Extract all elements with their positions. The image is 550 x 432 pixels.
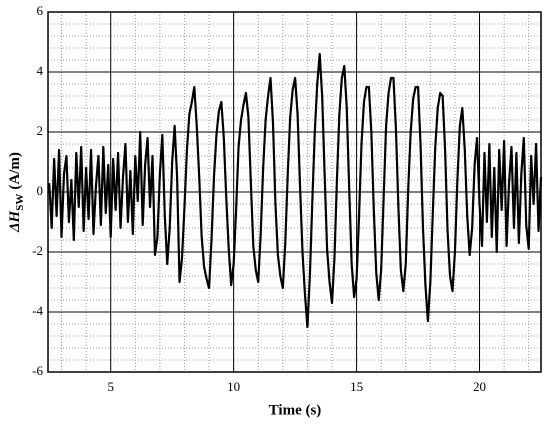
x-tick-label: 10	[227, 379, 240, 394]
x-axis-label: Time (s)	[269, 402, 322, 418]
y-axis-label: ΔHSW (A/m)	[7, 152, 25, 233]
y-label-unit: (A/m)	[7, 152, 23, 190]
y-tick-label: 4	[37, 63, 44, 78]
x-tick-label: 20	[473, 379, 486, 394]
y-label-main: ΔH	[7, 209, 23, 232]
y-label-sub: SW	[14, 194, 26, 211]
y-tick-label: -2	[32, 243, 43, 258]
x-tick-label: 15	[350, 379, 363, 394]
plot-frame	[47, 11, 542, 373]
x-tick-label: 5	[107, 379, 114, 394]
y-tick-label: 2	[37, 123, 44, 138]
y-tick-label: -4	[32, 303, 43, 318]
signal-line	[48, 52, 543, 329]
y-tick-label: 0	[37, 183, 44, 198]
y-tick-label: -6	[32, 363, 43, 378]
y-tick-label: 6	[37, 3, 44, 18]
